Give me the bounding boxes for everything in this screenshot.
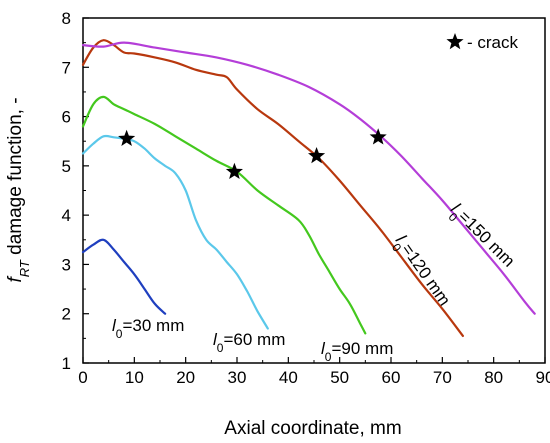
x-tick-label: 10 [125, 368, 144, 387]
legend-text: - crack [467, 33, 519, 52]
series-line-30 [81, 238, 167, 315]
legend-crack-star-icon [446, 33, 464, 50]
x-tick-label: 70 [433, 368, 452, 387]
x-tick-label: 0 [78, 368, 87, 387]
series-label-150: l0=150 mm [443, 199, 519, 275]
crack-star-icon [118, 129, 136, 147]
series-label-60: l0=60 mm [213, 330, 285, 355]
series-line-120 [81, 39, 464, 337]
crack-markers [118, 128, 387, 180]
crack-star-icon [308, 147, 326, 164]
y-tick-label: 1 [62, 354, 71, 373]
axes: 0 10 20 30 40 50 60 70 80 90 1 2 3 4 5 6 7 8 [62, 9, 550, 387]
series-lines [81, 39, 536, 337]
crack-star-icon [369, 128, 387, 145]
x-tick-label: 30 [228, 368, 247, 387]
x-tick-label: 60 [382, 368, 401, 387]
y-tick-label: 6 [62, 108, 71, 127]
x-tick-label: 80 [484, 368, 503, 387]
series-line-150 [81, 41, 536, 315]
x-axis-title: Axial coordinate, mm [224, 418, 401, 439]
y-tick-label: 8 [62, 9, 71, 28]
y-axis-title: fRT damage function, - [5, 97, 32, 282]
y-tick-label: 4 [62, 206, 71, 225]
x-tick-label: 90 [536, 368, 550, 387]
legend: - crack [446, 33, 519, 52]
y-tick-label: 3 [62, 255, 71, 274]
y-tick-label: 5 [62, 157, 71, 176]
x-tick-label: 50 [330, 368, 349, 387]
x-tick-label: 40 [279, 368, 298, 387]
x-tick-label: 20 [176, 368, 195, 387]
series-line-60 [81, 134, 269, 330]
series-label-120: l0=120 mm [387, 231, 454, 312]
y-tick-label: 7 [62, 58, 71, 77]
y-tick-label: 2 [62, 305, 71, 324]
crack-star-icon [225, 162, 243, 180]
series-label-30: l0=30 mm [112, 316, 184, 341]
plot-frame [82, 17, 546, 364]
series-line-90 [81, 95, 367, 335]
series-label-90: l0=90 mm [321, 339, 393, 364]
